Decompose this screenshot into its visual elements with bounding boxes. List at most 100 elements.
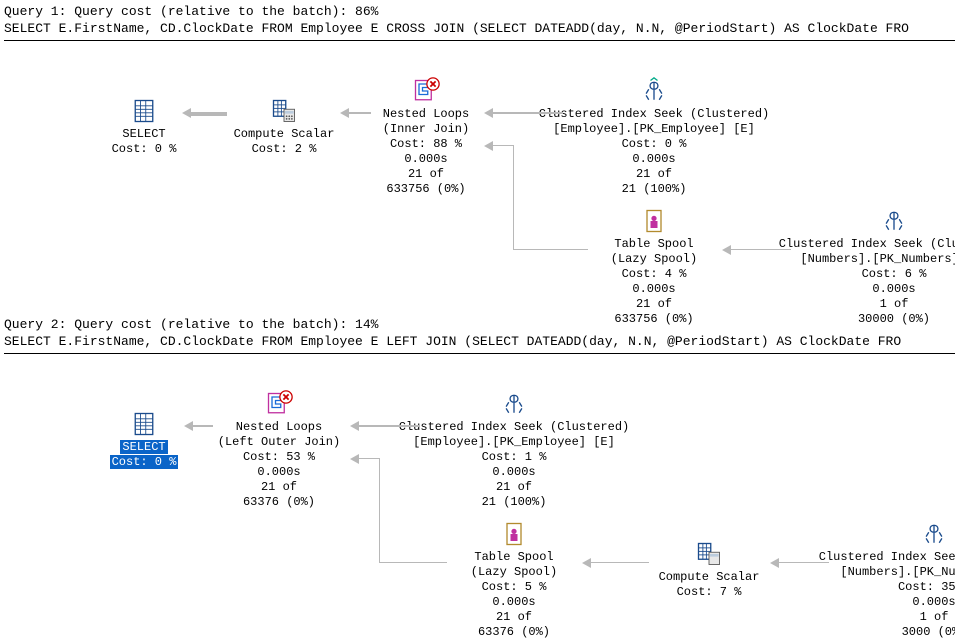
arrow	[182, 108, 191, 118]
compute-scalar-icon	[695, 540, 723, 568]
q2-seek2-l3: Cost: 35 %	[804, 580, 955, 595]
q2-seek1-l3: Cost: 1 %	[384, 450, 644, 465]
index-seek-icon	[500, 390, 528, 418]
plan2: SELECT Cost: 0 % Nested Loops (Left Oute…	[4, 360, 955, 640]
q2-loops-l3: Cost: 53 %	[204, 450, 354, 465]
q2-loops-l5: 21 of	[204, 480, 354, 495]
q1-seek1-node[interactable]: Clustered Index Seek (Clustered) [Employ…	[524, 77, 784, 197]
select-icon	[130, 410, 158, 438]
arrow	[359, 458, 379, 459]
q1-compute-label: Compute Scalar	[224, 127, 344, 142]
q2-spool-l2: (Lazy Spool)	[444, 565, 584, 580]
q2-loops-l4: 0.000s	[204, 465, 354, 480]
q1-loops-l3: Cost: 88 %	[366, 137, 486, 152]
query1-header-line2: SELECT E.FirstName, CD.ClockDate FROM Em…	[4, 21, 955, 38]
arrow	[779, 562, 829, 563]
query1-header-line1: Query 1: Query cost (relative to the bat…	[4, 4, 955, 21]
q1-spool-l1: Table Spool	[584, 237, 724, 252]
q2-select-node[interactable]: SELECT Cost: 0 %	[96, 410, 192, 470]
divider-2	[4, 353, 955, 354]
q2-loops-l6: 63376 (0%)	[204, 495, 354, 510]
q1-loops-l5: 21 of	[366, 167, 486, 182]
q1-loops-l4: 0.000s	[366, 152, 486, 167]
arrow	[513, 249, 588, 250]
index-seek-icon	[920, 520, 948, 548]
arrow	[591, 562, 649, 563]
nested-loops-icon	[265, 390, 293, 418]
arrow	[484, 141, 493, 151]
q2-seek2-l5: 1 of	[804, 610, 955, 625]
q2-spool-l5: 21 of	[444, 610, 584, 625]
q1-compute-node[interactable]: Compute Scalar Cost: 2 %	[224, 97, 344, 157]
arrow	[184, 421, 193, 431]
q1-seek1-l4: 0.000s	[524, 152, 784, 167]
q1-spool-l4: 0.000s	[584, 282, 724, 297]
arrow	[722, 245, 731, 255]
index-seek-icon	[880, 207, 908, 235]
query2-header-line2: SELECT E.FirstName, CD.ClockDate FROM Em…	[4, 334, 955, 351]
arrow	[350, 454, 359, 464]
arrow	[379, 562, 447, 563]
q2-seek1-l1: Clustered Index Seek (Clustered)	[384, 420, 644, 435]
q1-seek1-l6: 21 (100%)	[524, 182, 784, 197]
arrow	[349, 112, 371, 114]
q2-compute-node[interactable]: Compute Scalar Cost: 7 %	[644, 540, 774, 600]
q1-select-label: SELECT	[104, 127, 184, 142]
arrow	[770, 558, 779, 568]
q2-seek1-node[interactable]: Clustered Index Seek (Clustered) [Employ…	[384, 390, 644, 510]
q2-spool-l6: 63376 (0%)	[444, 625, 584, 640]
q1-seek2-l1: Clustered Index Seek (Clustered)	[764, 237, 955, 252]
arrow	[582, 558, 591, 568]
q1-select-cost: Cost: 0 %	[104, 142, 184, 157]
q2-seek2-l6: 3000 (0%)	[804, 625, 955, 640]
q1-seek1-l1: Clustered Index Seek (Clustered)	[524, 107, 784, 122]
q1-loops-l1: Nested Loops	[366, 107, 486, 122]
q1-spool-l6: 633756 (0%)	[584, 312, 724, 327]
q1-seek1-l3: Cost: 0 %	[524, 137, 784, 152]
divider-1	[4, 40, 955, 41]
q1-spool-l2: (Lazy Spool)	[584, 252, 724, 267]
q1-loops-node[interactable]: Nested Loops (Inner Join) Cost: 88 % 0.0…	[366, 77, 486, 197]
select-icon	[130, 97, 158, 125]
q1-seek2-l2: [Numbers].[PK_Numbers] [N]	[764, 252, 955, 267]
arrow	[191, 112, 227, 116]
q2-seek1-l4: 0.000s	[384, 465, 644, 480]
arrow	[493, 112, 563, 114]
q2-loops-node[interactable]: Nested Loops (Left Outer Join) Cost: 53 …	[204, 390, 354, 510]
q1-seek2-l4: 0.000s	[764, 282, 955, 297]
table-spool-icon	[500, 520, 528, 548]
q1-spool-node[interactable]: Table Spool (Lazy Spool) Cost: 4 % 0.000…	[584, 207, 724, 327]
q2-seek2-l2: [Numbers].[PK_Numbers] [N]	[804, 565, 955, 580]
arrow	[493, 145, 513, 146]
q2-select-label: SELECT	[120, 440, 167, 454]
arrow	[484, 108, 493, 118]
q1-seek2-l5: 1 of	[764, 297, 955, 312]
plan1: SELECT Cost: 0 % Compute Scalar Cost: 2 …	[4, 47, 955, 317]
index-seek-icon	[640, 77, 668, 105]
q1-select-node[interactable]: SELECT Cost: 0 %	[104, 97, 184, 157]
q1-compute-cost: Cost: 2 %	[224, 142, 344, 157]
q2-seek1-l6: 21 (100%)	[384, 495, 644, 510]
compute-scalar-icon	[270, 97, 298, 125]
q1-spool-l3: Cost: 4 %	[584, 267, 724, 282]
arrow	[513, 145, 514, 249]
q2-seek2-node[interactable]: Clustered Index Seek (Clustered) [Number…	[804, 520, 955, 640]
q2-seek1-l5: 21 of	[384, 480, 644, 495]
q2-loops-l2: (Left Outer Join)	[204, 435, 354, 450]
q1-seek2-node[interactable]: Clustered Index Seek (Clustered) [Number…	[764, 207, 955, 327]
q2-loops-l1: Nested Loops	[204, 420, 354, 435]
q2-spool-l1: Table Spool	[444, 550, 584, 565]
nested-loops-icon	[412, 77, 440, 105]
q2-seek2-l4: 0.000s	[804, 595, 955, 610]
q2-compute-cost: Cost: 7 %	[644, 585, 774, 600]
q2-spool-l3: Cost: 5 %	[444, 580, 584, 595]
q2-spool-node[interactable]: Table Spool (Lazy Spool) Cost: 5 % 0.000…	[444, 520, 584, 640]
arrow	[379, 458, 380, 562]
q2-select-cost: Cost: 0 %	[110, 455, 179, 469]
q1-seek1-l2: [Employee].[PK_Employee] [E]	[524, 122, 784, 137]
q2-spool-l4: 0.000s	[444, 595, 584, 610]
q2-compute-label: Compute Scalar	[644, 570, 774, 585]
q1-seek1-l5: 21 of	[524, 167, 784, 182]
arrow	[340, 108, 349, 118]
arrow	[350, 421, 359, 431]
